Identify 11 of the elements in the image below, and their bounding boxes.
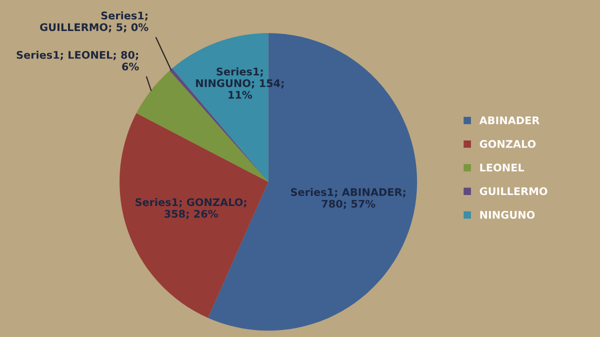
pie-slice <box>120 113 268 318</box>
legend-label: ABINADER <box>479 116 540 124</box>
legend-label: LEONEL <box>480 164 524 172</box>
legend-label: NINGUNO <box>480 210 535 219</box>
data-label: Series1; GONZALO; 358; 26% <box>136 198 246 220</box>
data-label: Series1; ABINADER; 780; 57% <box>291 188 406 210</box>
data-label: Series1; GUILLERMO; 5; 0% <box>40 11 148 32</box>
data-label: Series1; NINGUNO; 154; 11% <box>196 67 284 99</box>
data-label: Series1; LEONEL; 80; 6% <box>16 50 139 70</box>
legend-label: GUILLERMO <box>480 187 548 196</box>
legend-label: GONZALO <box>480 140 536 148</box>
